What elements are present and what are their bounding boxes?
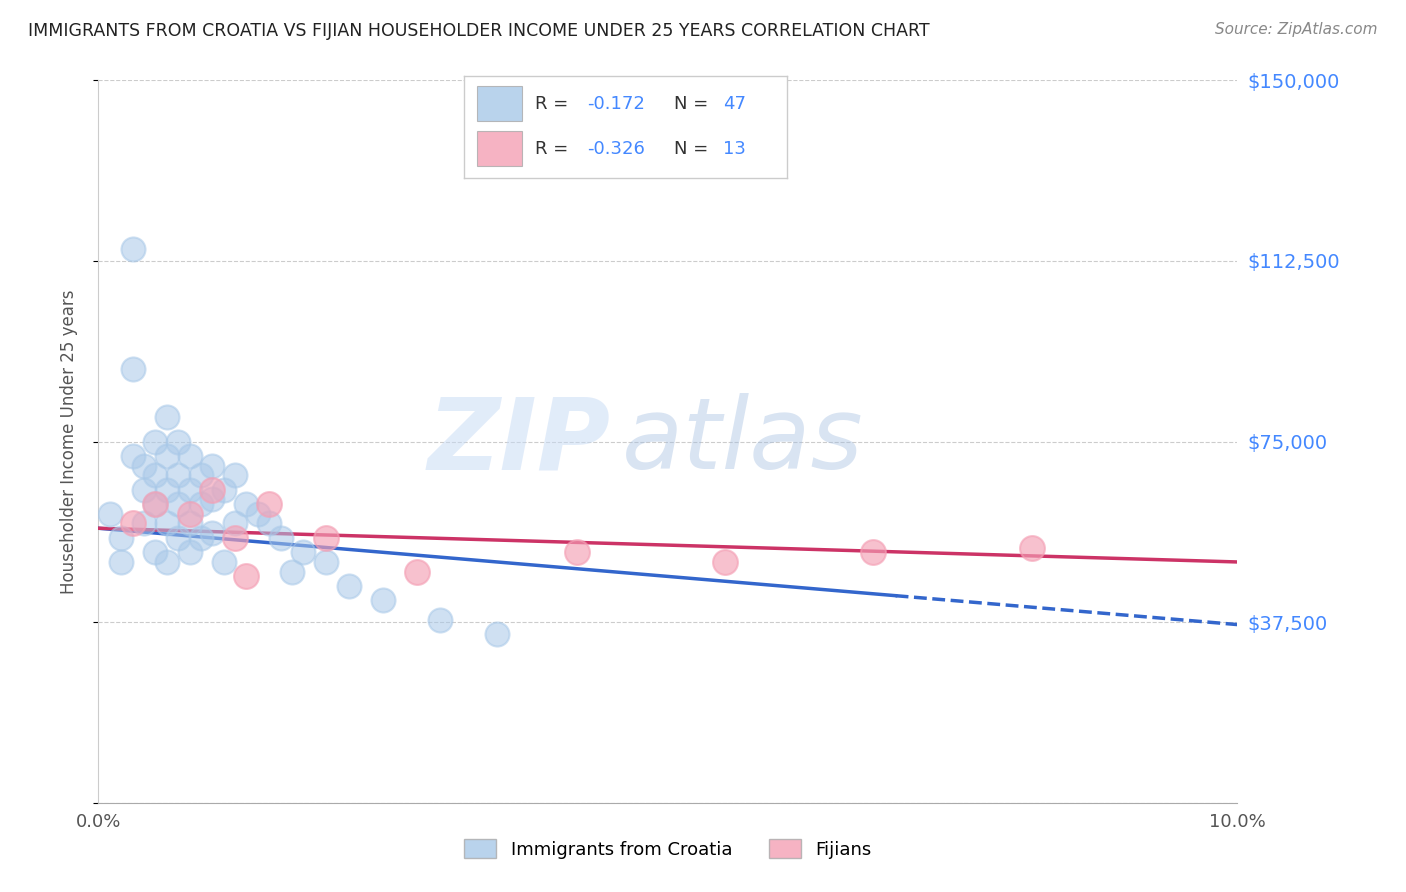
Point (190, 497, 212, 511)
Point (132, 516, 155, 531)
Point (190, 468, 212, 483)
Point (201, 526, 224, 541)
Point (121, 516, 143, 531)
Point (292, 545, 315, 559)
Point (156, 410, 179, 425)
Point (235, 497, 257, 511)
Point (167, 531, 190, 545)
Point (121, 242, 143, 256)
Point (156, 555, 179, 569)
Text: R =: R = (536, 140, 574, 158)
Text: N =: N = (675, 95, 714, 112)
Point (315, 555, 337, 569)
Point (167, 434, 190, 449)
Point (145, 545, 167, 559)
Point (373, 593, 395, 607)
Text: N =: N = (675, 140, 714, 158)
Point (486, 627, 509, 641)
Point (145, 434, 167, 449)
Text: -0.172: -0.172 (586, 95, 645, 112)
Point (406, 565, 429, 579)
Point (224, 531, 246, 545)
Point (862, 545, 884, 559)
Bar (477, 131, 522, 166)
Y-axis label: Householder Income Under 25 years: Householder Income Under 25 years (59, 289, 77, 594)
Point (201, 483, 224, 497)
Text: 13: 13 (723, 140, 745, 158)
Point (156, 449, 179, 463)
Point (98, 507, 121, 521)
Point (190, 531, 212, 545)
Legend: Immigrants from Croatia, Fijians: Immigrants from Croatia, Fijians (457, 832, 879, 866)
Point (132, 458, 155, 473)
Point (179, 516, 201, 531)
Point (270, 531, 292, 545)
Point (714, 555, 737, 569)
Point (145, 468, 167, 483)
Point (110, 555, 132, 569)
Text: R =: R = (536, 95, 574, 112)
Point (179, 483, 201, 497)
Text: -0.326: -0.326 (586, 140, 645, 158)
Point (224, 468, 246, 483)
Point (337, 579, 360, 593)
Text: ZIP: ZIP (427, 393, 612, 490)
Point (179, 507, 201, 521)
Point (259, 497, 281, 511)
Point (156, 516, 179, 531)
Bar (477, 87, 522, 121)
Point (121, 362, 143, 376)
Point (429, 613, 451, 627)
Point (259, 516, 281, 531)
Point (167, 468, 190, 483)
Point (179, 545, 201, 559)
Point (212, 483, 235, 497)
Point (246, 507, 269, 521)
Point (121, 449, 143, 463)
Point (235, 569, 257, 583)
Point (281, 565, 304, 579)
Point (224, 516, 246, 531)
Text: 47: 47 (723, 95, 745, 112)
Point (156, 483, 179, 497)
Text: IMMIGRANTS FROM CROATIA VS FIJIAN HOUSEHOLDER INCOME UNDER 25 YEARS CORRELATION : IMMIGRANTS FROM CROATIA VS FIJIAN HOUSEH… (28, 22, 929, 40)
Point (179, 449, 201, 463)
Point (145, 497, 167, 511)
Text: atlas: atlas (623, 393, 863, 490)
Point (201, 492, 224, 507)
Point (565, 545, 588, 559)
Text: Source: ZipAtlas.com: Source: ZipAtlas.com (1215, 22, 1378, 37)
Point (315, 531, 337, 545)
Point (132, 483, 155, 497)
Point (145, 497, 167, 511)
Point (212, 555, 235, 569)
Point (201, 458, 224, 473)
Point (167, 497, 190, 511)
Point (110, 531, 132, 545)
Point (1021, 541, 1043, 555)
